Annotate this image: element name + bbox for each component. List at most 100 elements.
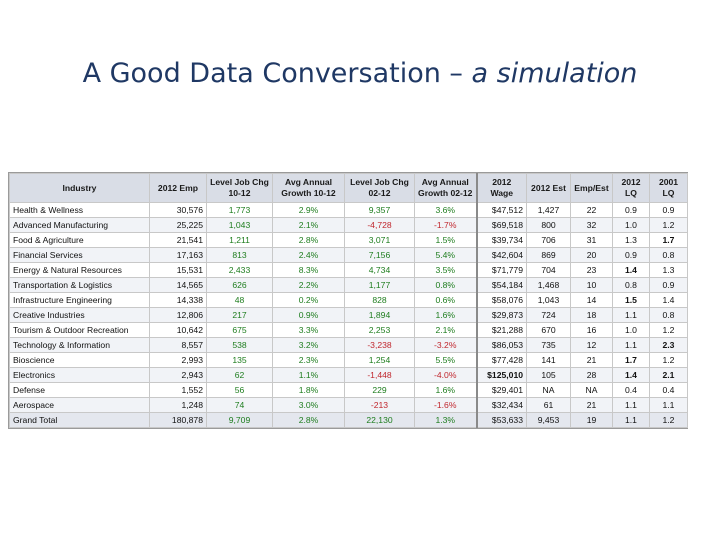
value-cell: 10 — [570, 277, 613, 293]
value-cell: 0.9 — [649, 202, 688, 218]
value-cell: 21 — [570, 352, 613, 368]
value-cell: 3.0% — [272, 397, 345, 413]
value-cell: 2,993 — [149, 352, 207, 368]
value-cell: 1.4 — [612, 367, 650, 383]
value-cell: $53,633 — [475, 412, 527, 428]
value-cell: -4,728 — [344, 217, 415, 233]
value-cell: 538 — [206, 337, 273, 353]
value-cell: 1,552 — [149, 382, 207, 398]
value-cell: 48 — [206, 292, 273, 308]
table-row: Health & Wellness 30,576 1,773 2.9% 9,357 3.6… — [9, 202, 688, 218]
value-cell: 14,565 — [149, 277, 207, 293]
value-cell: 1,468 — [526, 277, 571, 293]
industry-cell: Defense — [9, 382, 150, 398]
column-header: 2012 Wage — [475, 173, 527, 203]
value-cell: 1.7 — [612, 352, 650, 368]
value-cell: 135 — [206, 352, 273, 368]
table-row: Tourism & Outdoor Recreation 10,642 675 3.3… — [9, 322, 688, 338]
value-cell: 0.8 — [612, 277, 650, 293]
value-cell: 12,806 — [149, 307, 207, 323]
value-cell: 1.2 — [649, 217, 688, 233]
value-cell: 22,130 — [344, 412, 415, 428]
industry-cell: Health & Wellness — [9, 202, 150, 218]
value-cell: 2.1% — [414, 322, 477, 338]
value-cell: 61 — [526, 397, 571, 413]
column-header: Avg Annual Growth 10-12 — [272, 173, 345, 203]
value-cell: 724 — [526, 307, 571, 323]
table-row: Creative Industries 12,806 217 0.9% 1,894 1.6… — [9, 307, 688, 323]
value-cell: 1,894 — [344, 307, 415, 323]
value-cell: 1.2 — [649, 412, 688, 428]
industry-cell: Electronics — [9, 367, 150, 383]
value-cell: 0.9 — [649, 277, 688, 293]
value-cell: 0.9% — [272, 307, 345, 323]
value-cell: 0.2% — [272, 292, 345, 308]
table-row: Transportation & Logistics 14,565 626 2.2% 1… — [9, 277, 688, 293]
value-cell: 2.3% — [272, 352, 345, 368]
industry-cell: Energy & Natural Resources — [9, 262, 150, 278]
value-cell: 0.8 — [649, 307, 688, 323]
value-cell: 3.6% — [414, 202, 477, 218]
value-cell: NA — [570, 382, 613, 398]
value-cell: 8.3% — [272, 262, 345, 278]
industry-cell: Financial Services — [9, 247, 150, 263]
value-cell: 1,177 — [344, 277, 415, 293]
table-row: Electronics 2,943 62 1.1% -1,448 -4.0% $125,01… — [9, 367, 688, 383]
column-header: 2012 Emp — [149, 173, 207, 203]
column-header: 2001 LQ — [649, 173, 688, 203]
value-cell: 3.2% — [272, 337, 345, 353]
value-cell: 180,878 — [149, 412, 207, 428]
column-header: Level Job Chg 02-12 — [344, 173, 415, 203]
value-cell: 9,453 — [526, 412, 571, 428]
value-cell: 2.3 — [649, 337, 688, 353]
value-cell: $71,779 — [475, 262, 527, 278]
column-header: Level Job Chg 10-12 — [206, 173, 273, 203]
industry-cell: Infrastructure Engineering — [9, 292, 150, 308]
value-cell: 105 — [526, 367, 571, 383]
value-cell: $58,076 — [475, 292, 527, 308]
slide-title-italic: a simulation — [471, 58, 638, 89]
industry-cell: Creative Industries — [9, 307, 150, 323]
value-cell: 1.0 — [612, 217, 650, 233]
value-cell: 1.3 — [649, 262, 688, 278]
value-cell: 19 — [570, 412, 613, 428]
value-cell: 2.9% — [272, 202, 345, 218]
value-cell: -1.6% — [414, 397, 477, 413]
value-cell: 28 — [570, 367, 613, 383]
value-cell: 800 — [526, 217, 571, 233]
value-cell: 1.1 — [612, 337, 650, 353]
value-cell: 670 — [526, 322, 571, 338]
value-cell: 1.7 — [649, 232, 688, 248]
industry-cell: Bioscience — [9, 352, 150, 368]
value-cell: 704 — [526, 262, 571, 278]
value-cell: 706 — [526, 232, 571, 248]
value-cell: 1.5% — [414, 232, 477, 248]
value-cell: 5.5% — [414, 352, 477, 368]
industry-data-table: Industry 2012 Emp Level Job Chg 10-12 Avg A… — [8, 172, 688, 429]
value-cell: 1.1 — [612, 412, 650, 428]
slide-title-main: A Good Data Conversation – — [82, 58, 472, 89]
value-cell: 2.1% — [272, 217, 345, 233]
value-cell: 229 — [344, 382, 415, 398]
value-cell: 3.5% — [414, 262, 477, 278]
value-cell: 1,248 — [149, 397, 207, 413]
value-cell: 1,211 — [206, 232, 273, 248]
value-cell: $69,518 — [475, 217, 527, 233]
value-cell: 74 — [206, 397, 273, 413]
value-cell: 675 — [206, 322, 273, 338]
table-row: Aerospace 1,248 74 3.0% -213 -1.6% $32,434 61 21… — [9, 397, 688, 413]
value-cell: 20 — [570, 247, 613, 263]
value-cell: 8,557 — [149, 337, 207, 353]
value-cell: 7,156 — [344, 247, 415, 263]
industry-cell: Transportation & Logistics — [9, 277, 150, 293]
value-cell: 1.6% — [414, 382, 477, 398]
column-header: Emp/Est — [570, 173, 613, 203]
value-cell: 1.1 — [612, 307, 650, 323]
value-cell: 1,427 — [526, 202, 571, 218]
value-cell: 1.1% — [272, 367, 345, 383]
value-cell: 22 — [570, 202, 613, 218]
value-cell: 1.3% — [414, 412, 477, 428]
column-header: Avg Annual Growth 02-12 — [414, 173, 477, 203]
table-row: Food & Agriculture 21,541 1,211 2.8% 3,071 1.… — [9, 232, 688, 248]
value-cell: 25,225 — [149, 217, 207, 233]
